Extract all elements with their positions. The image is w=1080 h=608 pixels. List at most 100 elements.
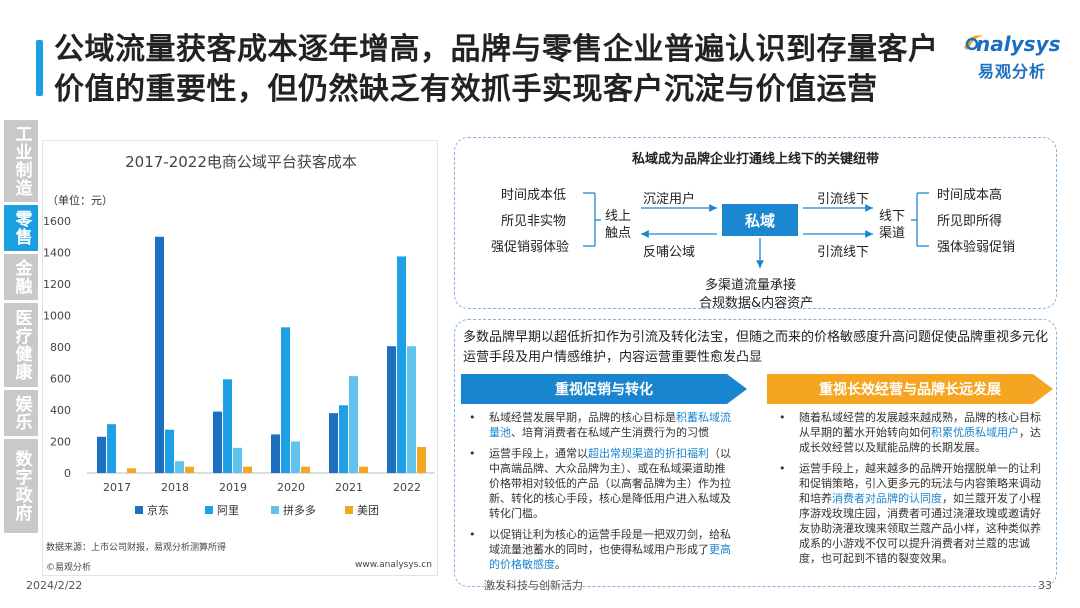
page-title: 公域流量获客成本逐年增高，品牌与零售企业普遍认识到存量客户价值的重要性，但仍然缺… — [54, 32, 939, 107]
online-trait-1: 时间成本低 — [501, 188, 567, 203]
promotion-conversion-banner: 重视促销与转化 — [461, 374, 747, 404]
side-tab-industry[interactable]: 工业制造 — [4, 120, 38, 202]
page-number: 33 — [1038, 579, 1052, 592]
promotion-bullets: 私域经营发展早期，品牌的核心目标是积蓄私域流量池、培育消费者在私域产生消费行为的… — [463, 410, 733, 578]
highlight-text: 积蓄私域流量池 — [489, 411, 731, 439]
bar-阿里-2019 — [223, 379, 232, 473]
y-tick-label: 800 — [50, 341, 71, 354]
bar-京东-2022 — [387, 346, 396, 473]
omni-channel-diagram: 私域成为品牌企业打通线上线下的关键纽带 时间成本低 所见非实物 强促销弱体验 线… — [454, 137, 1057, 311]
chart-unit-label: （单位：元） — [47, 193, 113, 207]
acquisition-cost-chart-panel: 2017-2022电商公域平台获客成本 （单位：元） 0 200 400 600 800 10… — [42, 140, 438, 576]
list-item: 运营手段上，越来越多的品牌开始摆脱单一的让利和促销策略，引入更多元的玩法与内容策… — [773, 461, 1043, 566]
compliant-data-label: 合规数据&内容资产 — [699, 296, 814, 311]
private-domain-node: 私域 — [722, 204, 798, 236]
arrow-label-offline-2: 引流线下 — [817, 245, 870, 260]
y-tick-label: 600 — [50, 373, 71, 386]
bar-美团-2018 — [185, 466, 194, 473]
list-item: 运营手段上，通常以超出常规渠道的折扣福利（以中高端品牌、大众品牌为主）、或在私域… — [463, 446, 733, 521]
bar-美团-2017 — [127, 468, 136, 473]
x-tick-label: 2019 — [219, 481, 247, 494]
online-touchpoint-node: 线上 触点 — [605, 209, 632, 241]
bar-美团-2020 — [301, 466, 310, 473]
x-tick-label: 2020 — [277, 481, 305, 494]
bar-拼多多-2019 — [233, 447, 242, 473]
arrow-label-offline-1: 引流线下 — [817, 192, 870, 207]
analysis-intro: 多数品牌早期以超低折扣作为引流及转化法宝，但随之而来的价格敏感度升高问题促使品牌… — [463, 330, 1049, 365]
bar-京东-2019 — [213, 411, 222, 473]
side-tab-finance[interactable]: 金融 — [4, 254, 38, 300]
multichannel-traffic-label: 多渠道流量承接 — [705, 278, 797, 293]
highlight-text: 消费者对品牌的认同度 — [832, 492, 942, 505]
list-item: 以促销让利为核心的运营手段是一把双刃剑，给私域流量池蓄水的同时，也使得私域用户形… — [463, 527, 733, 572]
bar-美团-2019 — [243, 466, 252, 473]
bar-美团-2021 — [359, 466, 368, 473]
offline-channel-node: 线下 渠道 — [879, 209, 906, 241]
acquisition-cost-chart: 2017-2022电商公域平台获客成本 （单位：元） 0 200 400 600 800 10… — [43, 153, 435, 517]
y-tick-label: 1600 — [43, 215, 71, 228]
long-term-brand-banner: 重视长效经营与品牌长远发展 — [767, 374, 1053, 404]
list-item: 随着私域经营的发展越来越成熟，品牌的核心目标从早期的蓄水开始转向如何积累优质私域… — [773, 410, 1043, 455]
bar-拼多多-2020 — [291, 441, 300, 473]
legend-label: 美团 — [357, 504, 379, 517]
bar-阿里-2017 — [107, 424, 116, 473]
offline-trait-1: 时间成本高 — [937, 188, 1003, 203]
bar-京东-2020 — [271, 434, 280, 473]
highlight-text: 超出常规渠道的折扣福利 — [588, 447, 709, 460]
chart-title: 2017-2022电商公域平台获客成本 — [125, 153, 357, 171]
x-tick-label: 2017 — [103, 481, 131, 494]
bar-阿里-2020 — [281, 327, 290, 473]
bar-阿里-2021 — [339, 405, 348, 473]
y-tick-label: 0 — [64, 467, 71, 480]
legend-swatch-阿里 — [205, 506, 213, 514]
bar-阿里-2022 — [397, 256, 406, 473]
website-url[interactable]: www.analysys.cn — [355, 560, 432, 570]
x-tick-label: 2021 — [335, 481, 363, 494]
bar-京东-2021 — [329, 413, 338, 473]
diagram-connectors — [583, 192, 929, 268]
side-tab-entertainment[interactable]: 娱乐 — [4, 390, 38, 436]
online-trait-2: 所见非实物 — [501, 214, 567, 229]
logo-chinese: 易观分析 — [978, 62, 1047, 81]
arrow-label-feed-public: 反哺公域 — [643, 245, 696, 260]
legend-swatch-美团 — [345, 506, 353, 514]
bar-拼多多-2021 — [349, 376, 358, 473]
data-source-note: 数据来源：上市公司财报，易观分析测算所得 — [46, 543, 227, 553]
long-term-bullets: 随着私域经营的发展越来越成熟，品牌的核心目标从早期的蓄水开始转向如何积累优质私域… — [773, 410, 1043, 572]
bar-拼多多-2022 — [407, 346, 416, 473]
copyright-note: ©易观分析 — [46, 563, 92, 573]
bar-京东-2017 — [97, 436, 106, 473]
highlight-text: 积累优质私域用户 — [931, 426, 1019, 439]
side-tab-retail[interactable]: 零售 — [4, 205, 38, 251]
strategy-analysis-box: 多数品牌早期以超低折扣作为引流及转化法宝，但随之而来的价格敏感度升高问题促使品牌… — [454, 319, 1057, 587]
bar-拼多多-2018 — [175, 461, 184, 473]
y-tick-label: 200 — [50, 436, 71, 449]
diagram-title: 私域成为品牌企业打通线上线下的关键纽带 — [631, 152, 879, 167]
x-tick-label: 2018 — [161, 481, 189, 494]
report-date: 2024/2/22 — [26, 579, 83, 592]
offline-trait-3: 强体验弱促销 — [937, 240, 1016, 255]
legend-swatch-拼多多 — [271, 506, 279, 514]
side-tab-healthcare[interactable]: 医疗健康 — [4, 303, 38, 387]
y-tick-label: 400 — [50, 404, 71, 417]
footer-slogan: 激发科技与创新活力 — [484, 579, 583, 592]
legend-label: 京东 — [147, 503, 169, 517]
list-item: 私域经营发展早期，品牌的核心目标是积蓄私域流量池、培育消费者在私域产生消费行为的… — [463, 410, 733, 440]
legend-swatch-京东 — [135, 506, 143, 514]
arrow-label-retain-users: 沉淀用户 — [643, 192, 696, 207]
industry-side-tabs: 工业制造 零售 金融 医疗健康 娱乐 数字政府 — [4, 120, 38, 536]
legend-label: 拼多多 — [283, 503, 316, 517]
analysys-logo: nalysys 易观分析 — [960, 28, 1070, 88]
y-tick-label: 1000 — [43, 310, 71, 323]
y-tick-label: 1400 — [43, 247, 71, 260]
y-tick-label: 1200 — [43, 278, 71, 291]
bar-京东-2018 — [155, 236, 164, 473]
online-trait-3: 强促销弱体验 — [491, 240, 570, 255]
bar-阿里-2018 — [165, 429, 174, 473]
bar-美团-2022 — [417, 447, 426, 473]
legend-label: 阿里 — [217, 504, 239, 517]
highlight-text: 更高的价格敏感度 — [489, 543, 731, 571]
side-tab-government[interactable]: 数字政府 — [4, 439, 38, 533]
x-tick-label: 2022 — [393, 481, 421, 494]
title-accent-bar — [36, 40, 43, 96]
